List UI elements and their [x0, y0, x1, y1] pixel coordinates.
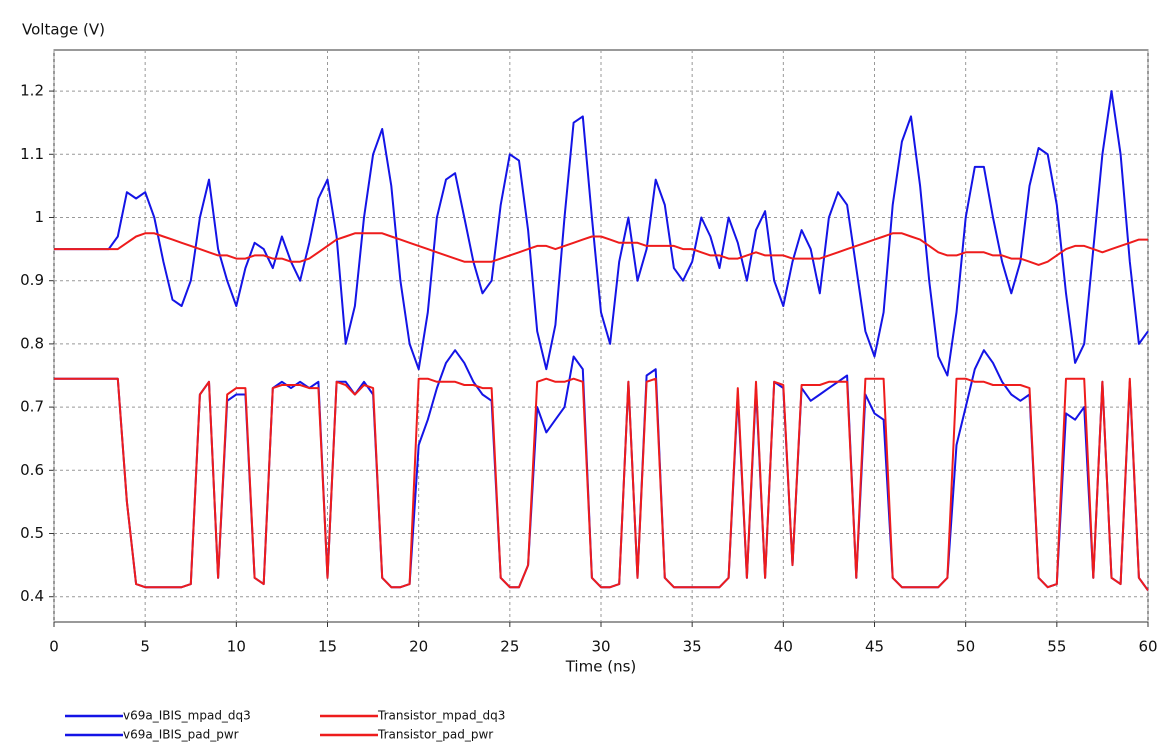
y-axis-label: Voltage (V) — [22, 21, 105, 39]
y-tick-label: 1.2 — [20, 82, 44, 100]
x-tick-label: 5 — [140, 638, 150, 656]
y-tick-label: 1 — [34, 208, 44, 226]
legend-label: v69a_IBIS_pad_pwr — [123, 728, 239, 742]
x-tick-label: 50 — [956, 638, 975, 656]
y-tick-label: 0.9 — [20, 271, 44, 289]
legend-label: Transistor_pad_pwr — [377, 728, 493, 742]
x-tick-label: 55 — [1047, 638, 1066, 656]
y-tick-label: 0.8 — [20, 334, 44, 352]
x-tick-label: 35 — [683, 638, 702, 656]
y-tick-label: 0.5 — [20, 524, 44, 542]
legend-label: Transistor_mpad_dq3 — [377, 709, 505, 723]
y-tick-label: 1.1 — [20, 145, 44, 163]
y-tick-label: 0.6 — [20, 461, 44, 479]
x-tick-label: 60 — [1138, 638, 1157, 656]
y-tick-label: 0.4 — [20, 587, 44, 605]
y-tick-label: 0.7 — [20, 398, 44, 416]
legend-label: v69a_IBIS_mpad_dq3 — [123, 709, 251, 723]
x-axis-label: Time (ns) — [565, 658, 637, 676]
series-line — [54, 232, 1148, 266]
x-tick-label: 25 — [500, 638, 519, 656]
x-tick-label: 15 — [318, 638, 337, 656]
x-tick-label: 30 — [591, 638, 610, 656]
x-tick-label: 20 — [409, 638, 428, 656]
series-line — [54, 377, 1149, 591]
series-line — [54, 90, 1149, 377]
x-tick-label: 10 — [227, 638, 246, 656]
x-tick-label: 40 — [774, 638, 793, 656]
x-tick-label: 0 — [49, 638, 59, 656]
x-tick-label: 45 — [865, 638, 884, 656]
